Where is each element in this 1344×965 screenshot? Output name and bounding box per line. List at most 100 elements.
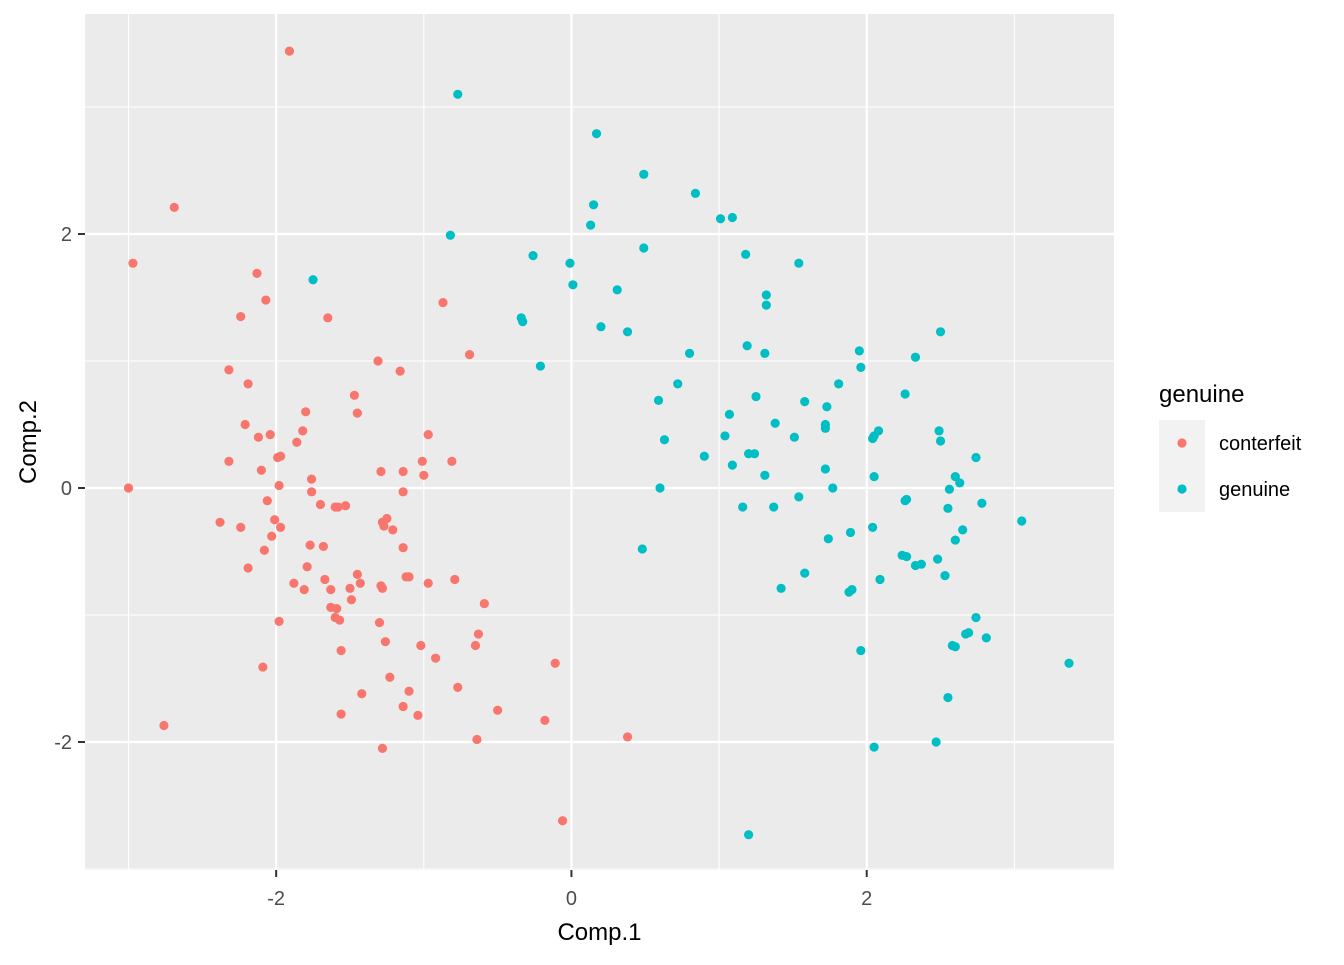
point-conterfeit bbox=[470, 640, 481, 651]
point-conterfeit bbox=[398, 701, 408, 712]
point-conterfeit bbox=[215, 517, 225, 527]
point-genuine bbox=[844, 587, 854, 597]
point-genuine bbox=[568, 280, 578, 290]
point-genuine bbox=[1017, 516, 1027, 526]
point-conterfeit bbox=[374, 618, 385, 628]
point-genuine bbox=[518, 317, 528, 327]
point-conterfeit bbox=[243, 563, 253, 573]
point-genuine bbox=[935, 436, 946, 446]
point-genuine bbox=[724, 409, 735, 419]
point-conterfeit bbox=[447, 456, 457, 466]
point-genuine bbox=[727, 460, 737, 470]
point-genuine bbox=[760, 348, 770, 358]
data-points bbox=[123, 46, 1074, 840]
point-genuine bbox=[445, 230, 455, 240]
point-conterfeit bbox=[419, 470, 429, 480]
point-conterfeit bbox=[557, 816, 568, 826]
point-conterfeit bbox=[385, 672, 395, 682]
point-conterfeit bbox=[352, 569, 362, 579]
point-genuine bbox=[868, 522, 878, 532]
point-conterfeit bbox=[236, 311, 246, 322]
point-conterfeit bbox=[431, 653, 441, 663]
point-genuine bbox=[834, 379, 844, 389]
point-genuine bbox=[760, 470, 770, 480]
point-genuine bbox=[868, 433, 878, 444]
point-conterfeit bbox=[267, 531, 277, 541]
point-conterfeit bbox=[404, 686, 414, 696]
point-genuine bbox=[869, 742, 879, 752]
point-conterfeit bbox=[224, 456, 234, 466]
point-conterfeit bbox=[450, 574, 460, 585]
point-genuine bbox=[943, 503, 953, 513]
x-tick-label: -2 bbox=[267, 888, 285, 910]
point-conterfeit bbox=[550, 658, 560, 668]
point-conterfeit bbox=[123, 483, 134, 493]
point-conterfeit bbox=[243, 379, 253, 389]
point-genuine bbox=[535, 361, 546, 371]
point-conterfeit bbox=[289, 578, 299, 588]
point-conterfeit bbox=[413, 710, 423, 720]
point-conterfeit bbox=[472, 734, 482, 745]
point-conterfeit bbox=[398, 543, 408, 553]
legend-label-conterfeit: conterfeit bbox=[1219, 433, 1302, 455]
point-conterfeit bbox=[262, 496, 272, 506]
point-genuine bbox=[673, 379, 683, 389]
point-conterfeit bbox=[270, 515, 280, 525]
point-conterfeit bbox=[306, 487, 317, 497]
point-genuine bbox=[769, 502, 779, 512]
point-genuine bbox=[794, 258, 804, 268]
y-tick-label: 2 bbox=[61, 224, 72, 246]
point-genuine bbox=[977, 498, 987, 508]
point-genuine bbox=[856, 645, 866, 656]
point-conterfeit bbox=[259, 545, 269, 555]
point-genuine bbox=[588, 200, 599, 210]
x-axis-title: Comp.1 bbox=[557, 919, 641, 946]
point-conterfeit bbox=[273, 452, 283, 463]
point-conterfeit bbox=[379, 521, 389, 531]
point-genuine bbox=[958, 525, 968, 535]
point-genuine bbox=[761, 290, 771, 300]
point-conterfeit bbox=[298, 426, 308, 436]
point-genuine bbox=[741, 249, 751, 259]
point-conterfeit bbox=[352, 408, 362, 418]
x-tick-label: 0 bbox=[566, 888, 577, 910]
point-conterfeit bbox=[253, 432, 264, 442]
point-genuine bbox=[800, 568, 810, 578]
point-genuine bbox=[820, 464, 830, 474]
point-conterfeit bbox=[416, 640, 426, 651]
point-conterfeit bbox=[274, 616, 284, 626]
point-conterfeit bbox=[622, 732, 633, 742]
legend-label-genuine: genuine bbox=[1219, 479, 1290, 501]
point-conterfeit bbox=[320, 574, 330, 585]
point-genuine bbox=[931, 737, 941, 747]
point-conterfeit bbox=[305, 540, 315, 550]
point-conterfeit bbox=[128, 258, 138, 268]
point-genuine bbox=[981, 633, 991, 643]
legend-marker-conterfeit bbox=[1177, 438, 1187, 448]
point-genuine bbox=[789, 432, 799, 442]
point-genuine bbox=[612, 285, 622, 295]
point-genuine bbox=[720, 431, 730, 441]
point-genuine bbox=[823, 534, 833, 544]
point-conterfeit bbox=[377, 583, 388, 593]
point-conterfeit bbox=[398, 487, 408, 497]
point-genuine bbox=[932, 554, 943, 564]
point-conterfeit bbox=[336, 645, 346, 656]
point-genuine bbox=[655, 483, 665, 493]
point-conterfeit bbox=[224, 365, 234, 375]
point-conterfeit bbox=[357, 689, 367, 699]
point-conterfeit bbox=[340, 501, 351, 511]
point-conterfeit bbox=[258, 662, 268, 672]
point-genuine bbox=[761, 300, 771, 310]
point-conterfeit bbox=[398, 466, 408, 477]
point-conterfeit bbox=[380, 637, 391, 647]
point-genuine bbox=[622, 327, 633, 337]
point-conterfeit bbox=[479, 598, 489, 609]
point-genuine bbox=[856, 362, 866, 372]
x-axis: -2 0 2 bbox=[267, 870, 872, 910]
point-conterfeit bbox=[355, 578, 365, 588]
point-genuine bbox=[944, 484, 955, 494]
point-conterfeit bbox=[256, 465, 266, 475]
point-conterfeit bbox=[336, 709, 346, 719]
